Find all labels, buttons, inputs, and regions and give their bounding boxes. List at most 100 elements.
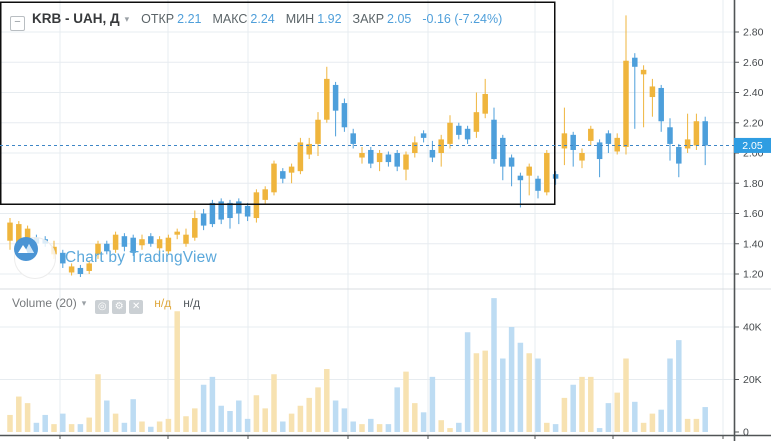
volume-bar (535, 358, 541, 432)
volume-bar (640, 422, 647, 432)
candle (306, 143, 312, 155)
candle (130, 237, 136, 253)
volume-bar (544, 422, 550, 432)
candle (500, 137, 506, 167)
volume-bar (324, 369, 330, 432)
candle (517, 175, 524, 181)
volume-bar (148, 426, 154, 432)
volume-bar (579, 376, 585, 432)
candle (570, 134, 576, 150)
volume-bar (7, 414, 13, 432)
candle (491, 119, 497, 160)
volume-bar (200, 384, 207, 432)
low-label: МИН (285, 12, 315, 26)
volume-bar (420, 412, 427, 432)
volume-bar (403, 371, 409, 432)
candle (112, 234, 119, 250)
candle (280, 171, 286, 179)
candle (412, 142, 418, 153)
volume-bar (614, 392, 620, 432)
volume-bar (693, 418, 700, 432)
candle (60, 252, 66, 264)
candle (473, 112, 480, 132)
candle (183, 234, 189, 244)
candle (535, 178, 541, 191)
volume-bar (500, 358, 506, 432)
volume-bar (473, 353, 480, 432)
volume-bar (350, 421, 356, 432)
candle (341, 103, 348, 128)
candle (236, 201, 242, 214)
candle (376, 153, 383, 163)
volume-bar (649, 413, 656, 432)
volume-bar (702, 407, 708, 432)
volume-bar (552, 424, 559, 432)
candle (7, 222, 13, 241)
chevron-down-icon[interactable]: ▾ (81, 298, 87, 308)
candle (368, 149, 374, 164)
chevron-down-icon[interactable]: ▾ (124, 14, 130, 24)
candle (385, 154, 392, 163)
volume-legend: Volume (20) ▾ ◎ ⚙ ✕ н/д н/д (12, 296, 200, 314)
candle (579, 153, 585, 161)
svg-text:1.40: 1.40 (743, 238, 764, 250)
candle (614, 137, 620, 152)
candle (271, 163, 277, 193)
volume-bar (385, 424, 392, 432)
visibility-icon[interactable]: ◎ (95, 300, 110, 314)
candle (702, 121, 708, 146)
candle (253, 192, 260, 219)
candle (561, 133, 568, 149)
svg-text:2.80: 2.80 (743, 27, 764, 39)
candle (86, 263, 92, 271)
volume-bar (526, 353, 532, 432)
volume-bar (491, 298, 497, 432)
volume-bar (596, 428, 603, 432)
symbol-title[interactable]: KRB - UAH, Д (32, 11, 120, 26)
candle (544, 153, 550, 193)
svg-text:2.20: 2.20 (743, 117, 764, 129)
volume-ma2-value: н/д (183, 296, 201, 310)
volume-bar (676, 340, 682, 432)
volume-bar (570, 384, 576, 432)
svg-text:20K: 20K (743, 374, 762, 386)
volume-bar (482, 350, 488, 432)
volume-bar (561, 397, 568, 432)
change-value: -0.16 (-7.24%) (422, 12, 503, 26)
volume-bar (429, 376, 436, 432)
svg-text:2.40: 2.40 (743, 87, 764, 99)
candle (649, 86, 656, 98)
candle (420, 133, 427, 138)
volume-bar (658, 409, 664, 432)
volume-bar (253, 395, 260, 432)
volume-bar (86, 417, 92, 432)
collapse-legend-icon[interactable]: − (10, 16, 25, 31)
svg-text:0: 0 (743, 427, 749, 439)
open-label: ОТКР (141, 12, 175, 26)
candle (315, 119, 321, 144)
candle (394, 153, 400, 167)
candle (667, 127, 673, 144)
close-icon[interactable]: ✕ (129, 300, 144, 314)
candle (200, 213, 207, 226)
candle (693, 121, 700, 146)
volume-bar (684, 418, 691, 432)
low-value: 1.92 (317, 12, 342, 26)
candle (121, 236, 128, 247)
volume-bar (447, 428, 453, 432)
volume-bar (51, 424, 57, 432)
settings-icon[interactable]: ⚙ (112, 300, 127, 314)
volume-title[interactable]: Volume (20) (12, 296, 77, 310)
symbol-legend: − KRB - UAH, Д ▾ ОТКР 2.21 МАКС 2.24 МИН 1.92 ЗАК… (10, 11, 513, 31)
volume-bar (517, 342, 524, 432)
volume-bar (112, 413, 119, 432)
volume-bar (288, 413, 295, 432)
svg-text:1.80: 1.80 (743, 178, 764, 190)
candle (209, 202, 216, 225)
open-value: 2.21 (177, 12, 202, 26)
candle (262, 189, 268, 200)
high-label: МАКС (212, 12, 248, 26)
candle (508, 157, 515, 167)
candle (104, 243, 110, 252)
